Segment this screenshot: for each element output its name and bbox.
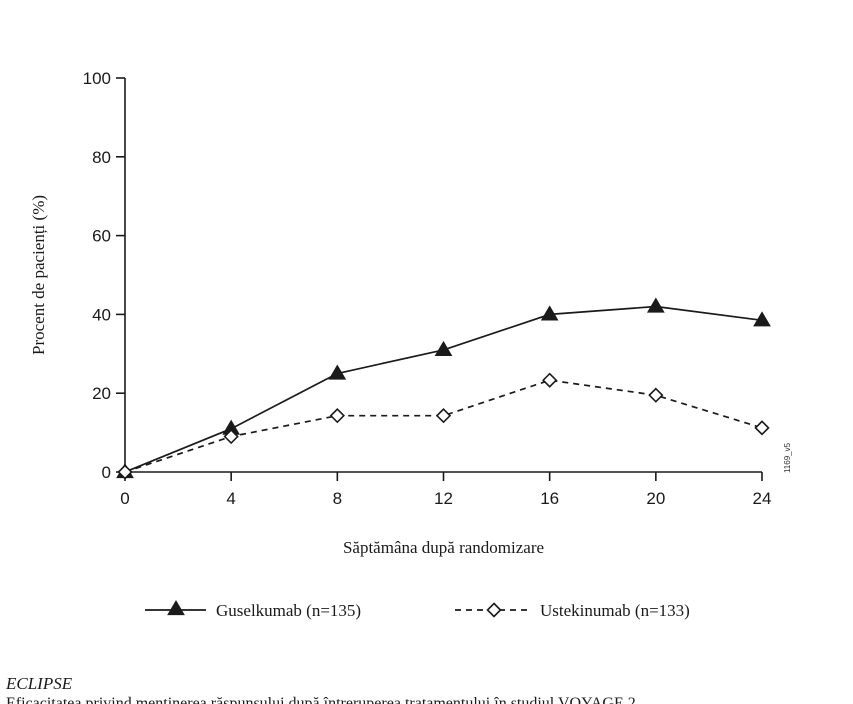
x-axis-title: Săptămâna după randomizare: [343, 538, 544, 557]
y-tick-label-80: 80: [92, 148, 111, 167]
data-point-guselkumab-week-20: [646, 297, 665, 313]
y-tick-label-0: 0: [102, 463, 111, 482]
series-group: [116, 297, 771, 480]
y-axis-ticks: 0 20 40 60 80 100: [83, 69, 125, 482]
x-tick-label-4: 4: [226, 489, 235, 508]
data-point-ustekinumab-week-16: [542, 372, 558, 388]
data-point-ustekinumab-week-4: [223, 428, 239, 445]
legend-label-guselkumab: Guselkumab (n=135): [216, 601, 361, 620]
x-tick-label-20: 20: [646, 489, 665, 508]
x-tick-label-8: 8: [333, 489, 342, 508]
legend: Guselkumab (n=135) Ustekinumab (n=133): [145, 600, 690, 620]
x-tick-label-24: 24: [753, 489, 772, 508]
legend-item-ustekinumab: [455, 602, 532, 618]
caption-title: ECLIPSE: [6, 674, 73, 693]
data-point-ustekinumab-week-24: [754, 420, 770, 436]
figure-code-label: 1169_v5: [783, 442, 792, 473]
data-point-guselkumab-week-16: [540, 305, 559, 321]
chart: 0 20 40 60 80 100 0 4 8 12 16 20 24 Procent de paci…: [29, 69, 792, 620]
y-axis-title: Procent de pacienți (%): [29, 195, 48, 355]
data-point-guselkumab-week-24: [753, 311, 771, 327]
series-ustekinumab: [117, 372, 770, 480]
series-line-guselkumab: [124, 305, 763, 473]
data-point-ustekinumab-week-0: [117, 464, 133, 480]
legend-marker-guselkumab: [167, 600, 185, 616]
data-point-ustekinumab-week-20: [648, 387, 664, 403]
data-point-ustekinumab-week-12: [435, 408, 452, 424]
data-point-guselkumab-week-12: [434, 340, 453, 356]
y-tick-label-100: 100: [83, 69, 111, 88]
y-tick-label-60: 60: [92, 227, 111, 246]
series-line-ustekinumab: [124, 379, 763, 473]
y-tick-label-40: 40: [92, 305, 111, 324]
legend-item-guselkumab: [145, 600, 206, 616]
y-tick-label-20: 20: [92, 384, 111, 403]
data-point-ustekinumab-week-8: [329, 408, 345, 424]
x-axis-ticks: 0 4 8 12 16 20 24: [120, 472, 771, 508]
x-tick-label-12: 12: [434, 489, 453, 508]
series-guselkumab: [116, 297, 771, 479]
legend-label-ustekinumab: Ustekinumab (n=133): [540, 601, 690, 620]
x-tick-label-16: 16: [540, 489, 559, 508]
x-tick-label-0: 0: [120, 489, 129, 508]
legend-marker-ustekinumab: [486, 602, 502, 618]
caption-text: Eficacitatea privind menținerea răspunsu…: [6, 695, 636, 704]
data-point-guselkumab-week-8: [328, 364, 347, 380]
